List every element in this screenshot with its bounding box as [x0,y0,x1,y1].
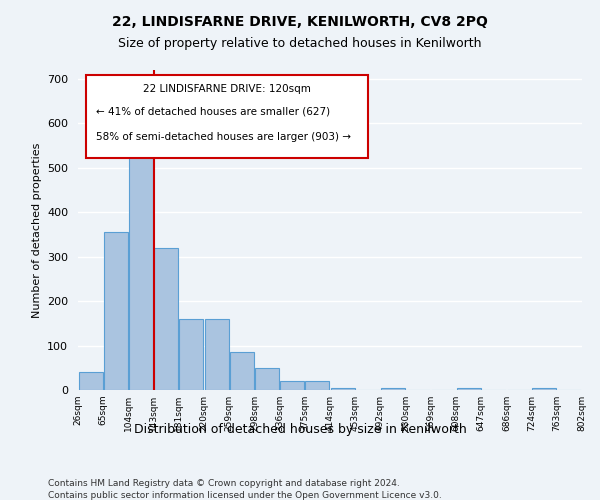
Bar [457,388,481,390]
Y-axis label: Number of detached properties: Number of detached properties [32,142,41,318]
Bar [255,368,279,390]
Bar [280,381,304,390]
Bar [532,388,556,390]
Bar [230,352,254,390]
Text: 58% of semi-detached houses are larger (903) →: 58% of semi-detached houses are larger (… [95,132,350,142]
Bar [179,319,203,390]
Bar [79,372,103,390]
Bar [331,388,355,390]
Bar [104,232,128,390]
Text: ← 41% of detached houses are smaller (627): ← 41% of detached houses are smaller (62… [95,107,330,117]
FancyBboxPatch shape [86,75,368,158]
Bar [205,319,229,390]
Bar [381,388,405,390]
Bar [305,381,329,390]
Text: Size of property relative to detached houses in Kenilworth: Size of property relative to detached ho… [118,38,482,51]
Text: 22, LINDISFARNE DRIVE, KENILWORTH, CV8 2PQ: 22, LINDISFARNE DRIVE, KENILWORTH, CV8 2… [112,15,488,29]
Text: Contains public sector information licensed under the Open Government Licence v3: Contains public sector information licen… [48,491,442,500]
Bar [154,248,178,390]
Text: Contains HM Land Registry data © Crown copyright and database right 2024.: Contains HM Land Registry data © Crown c… [48,479,400,488]
Bar [129,136,153,390]
Text: 22 LINDISFARNE DRIVE: 120sqm: 22 LINDISFARNE DRIVE: 120sqm [143,84,311,94]
Text: Distribution of detached houses by size in Kenilworth: Distribution of detached houses by size … [134,422,466,436]
